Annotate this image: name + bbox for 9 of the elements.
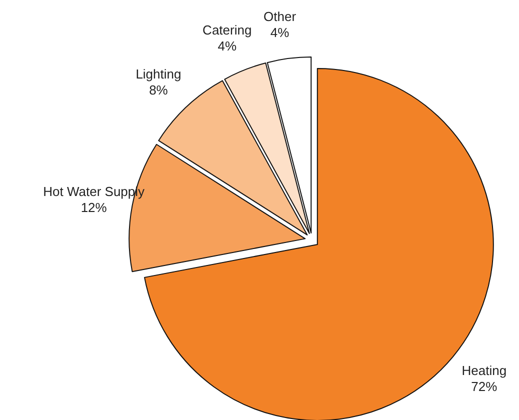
data-label: 4% [218,38,237,54]
data-label: 12% [80,200,108,215]
slice-label: Catering [202,22,252,38]
slice-label: Lighting [136,66,182,82]
data-label: 72% [471,378,498,394]
data-label: 8% [149,82,168,98]
slice-label: Other [264,9,297,24]
slice-label: Heating [462,362,507,378]
data-label: 4% [270,25,290,40]
